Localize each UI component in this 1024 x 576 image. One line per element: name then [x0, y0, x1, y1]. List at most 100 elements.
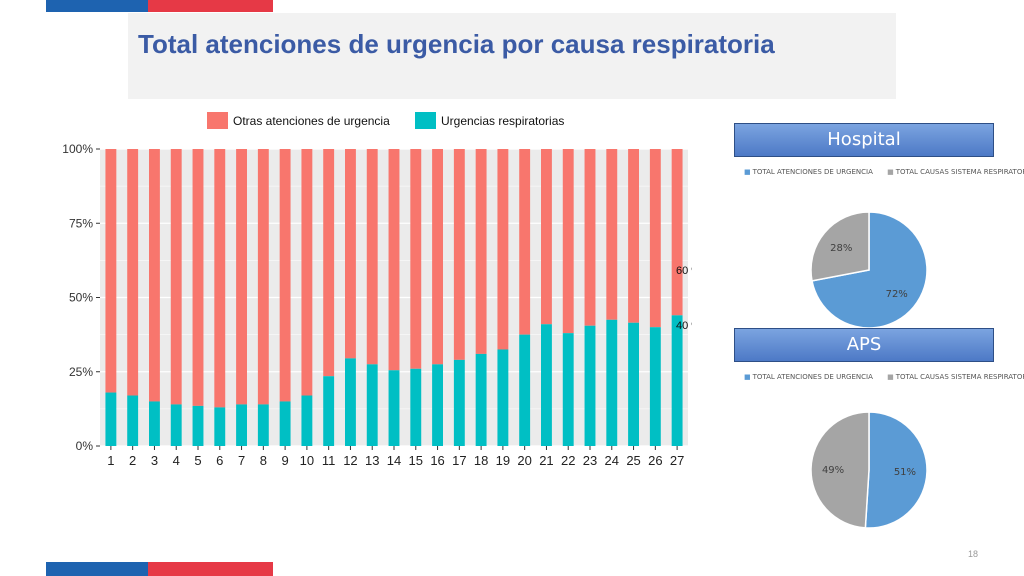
x-tick-label: 19	[496, 453, 510, 468]
bar-respiratorias	[105, 392, 117, 446]
legend-entry: ■ TOTAL ATENCIONES DE URGENCIA	[744, 373, 873, 381]
x-tick-label: 26	[648, 453, 662, 468]
x-tick-label: 25	[626, 453, 640, 468]
bar-respiratorias	[345, 358, 356, 446]
title-box: Total atenciones de urgencia por causa r…	[128, 13, 896, 99]
bar-otras	[301, 149, 313, 396]
y-tick-label: 100%	[62, 142, 93, 156]
bar-otras	[475, 149, 487, 354]
x-tick-label: 13	[365, 453, 379, 468]
bar-legend: Otras atenciones de urgencia Urgencias re…	[207, 112, 564, 129]
bar-respiratorias	[453, 359, 465, 446]
y-tick-label: 25%	[69, 365, 93, 379]
bar-respiratorias	[170, 404, 182, 446]
x-tick-label: 18	[474, 453, 488, 468]
bar-respiratorias	[236, 404, 247, 446]
bottom-stripe-blue	[46, 562, 148, 576]
legend-entry: ■ TOTAL ATENCIONES DE URGENCIA	[744, 168, 873, 176]
bar-respiratorias	[475, 353, 487, 446]
legend-entry: ■ TOTAL CAUSAS SISTEMA RESPIRATORIO	[887, 168, 1024, 176]
x-tick-label: 21	[539, 453, 553, 468]
bar-otras	[105, 149, 117, 393]
bar-otras	[236, 149, 247, 405]
x-tick-label: 17	[452, 453, 466, 468]
top-stripe-blue	[46, 0, 148, 12]
bar-respiratorias	[127, 395, 139, 446]
bar-otras	[192, 149, 204, 406]
legend-label: Otras atenciones de urgencia	[233, 114, 390, 128]
bar-respiratorias	[410, 368, 422, 446]
bar-respiratorias	[323, 376, 335, 446]
top-stripe-red	[148, 0, 273, 12]
x-tick-label: 22	[561, 453, 575, 468]
x-tick-label: 3	[151, 453, 158, 468]
bar-otras	[519, 149, 531, 335]
aps-pie-legend: ■ TOTAL ATENCIONES DE URGENCIA ■ TOTAL CAU…	[744, 373, 1024, 381]
x-tick-label: 11	[322, 453, 336, 468]
bar-respiratorias	[584, 325, 596, 446]
legend-entry: ■ TOTAL CAUSAS SISTEMA RESPIRATORIO	[887, 373, 1024, 381]
x-tick-label: 8	[260, 453, 267, 468]
bars	[105, 149, 683, 446]
pie-slice	[810, 211, 870, 282]
bar-otras	[628, 149, 639, 323]
bar-otras	[214, 149, 226, 408]
x-tick-label: 5	[194, 453, 201, 468]
bar-otras	[606, 149, 618, 320]
x-tick-label: 2	[129, 453, 136, 468]
bar-respiratorias	[257, 404, 269, 446]
bar-otras	[497, 149, 509, 350]
bar-respiratorias	[192, 405, 204, 446]
bar-respiratorias	[388, 370, 400, 446]
y-tick-label: 0%	[76, 439, 94, 453]
x-tick-label: 9	[281, 453, 288, 468]
page-number: 18	[968, 549, 979, 559]
pie-slice	[864, 411, 928, 529]
x-tick-label: 23	[583, 453, 597, 468]
aps-pie-chart: 51% 49%	[810, 411, 928, 529]
hospital-pie-chart: 72% 28%	[810, 211, 928, 329]
bar-respiratorias	[149, 401, 160, 446]
bar-otras	[388, 149, 400, 371]
axes: 0%25%50%75%100%1 2 3 4 5 6 7 8 9 10 11 12 13 14 15 16 17…	[62, 142, 684, 468]
hospital-pie-title: Hospital	[734, 123, 994, 157]
annotations: 60 %56 %44 %40 %	[676, 265, 692, 332]
bar-respiratorias	[214, 407, 226, 446]
bar-respiratorias	[671, 315, 683, 446]
bar-otras	[323, 149, 335, 377]
bar-respiratorias	[432, 364, 443, 446]
bar-otras	[279, 149, 291, 402]
bottom-stripe-red	[148, 562, 273, 576]
x-tick-label: 24	[605, 453, 619, 468]
bar-otras	[127, 149, 139, 396]
x-tick-label: 16	[430, 453, 444, 468]
bar-otras	[432, 149, 443, 365]
x-tick-label: 6	[216, 453, 223, 468]
hospital-pie-legend: ■ TOTAL ATENCIONES DE URGENCIA ■ TOTAL CAU…	[744, 168, 1024, 176]
bar-otras	[410, 149, 422, 369]
legend-label: Urgencias respiratorias	[441, 114, 564, 128]
x-tick-label: 10	[300, 453, 314, 468]
bar-respiratorias	[366, 364, 378, 446]
pie-slice-label: 51%	[894, 467, 916, 478]
pie-slice	[810, 411, 870, 529]
x-tick-label: 1	[107, 453, 114, 468]
bar-otras	[453, 149, 465, 360]
x-tick-label: 27	[670, 453, 684, 468]
bar-annotation: 40 %	[676, 320, 692, 332]
bar-respiratorias	[279, 401, 291, 446]
bar-otras	[649, 149, 661, 328]
bar-respiratorias	[497, 349, 509, 446]
bar-otras	[170, 149, 182, 405]
pie-slice-label: 72%	[886, 289, 908, 300]
y-tick-label: 75%	[69, 216, 93, 230]
legend-swatch	[415, 112, 436, 129]
bar-respiratorias	[519, 334, 531, 446]
bar-otras	[562, 149, 574, 334]
bar-respiratorias	[301, 395, 313, 446]
bar-otras	[257, 149, 269, 405]
bar-otras	[345, 149, 356, 359]
bar-otras	[541, 149, 552, 325]
bar-respiratorias	[562, 333, 574, 446]
bar-otras	[584, 149, 596, 326]
